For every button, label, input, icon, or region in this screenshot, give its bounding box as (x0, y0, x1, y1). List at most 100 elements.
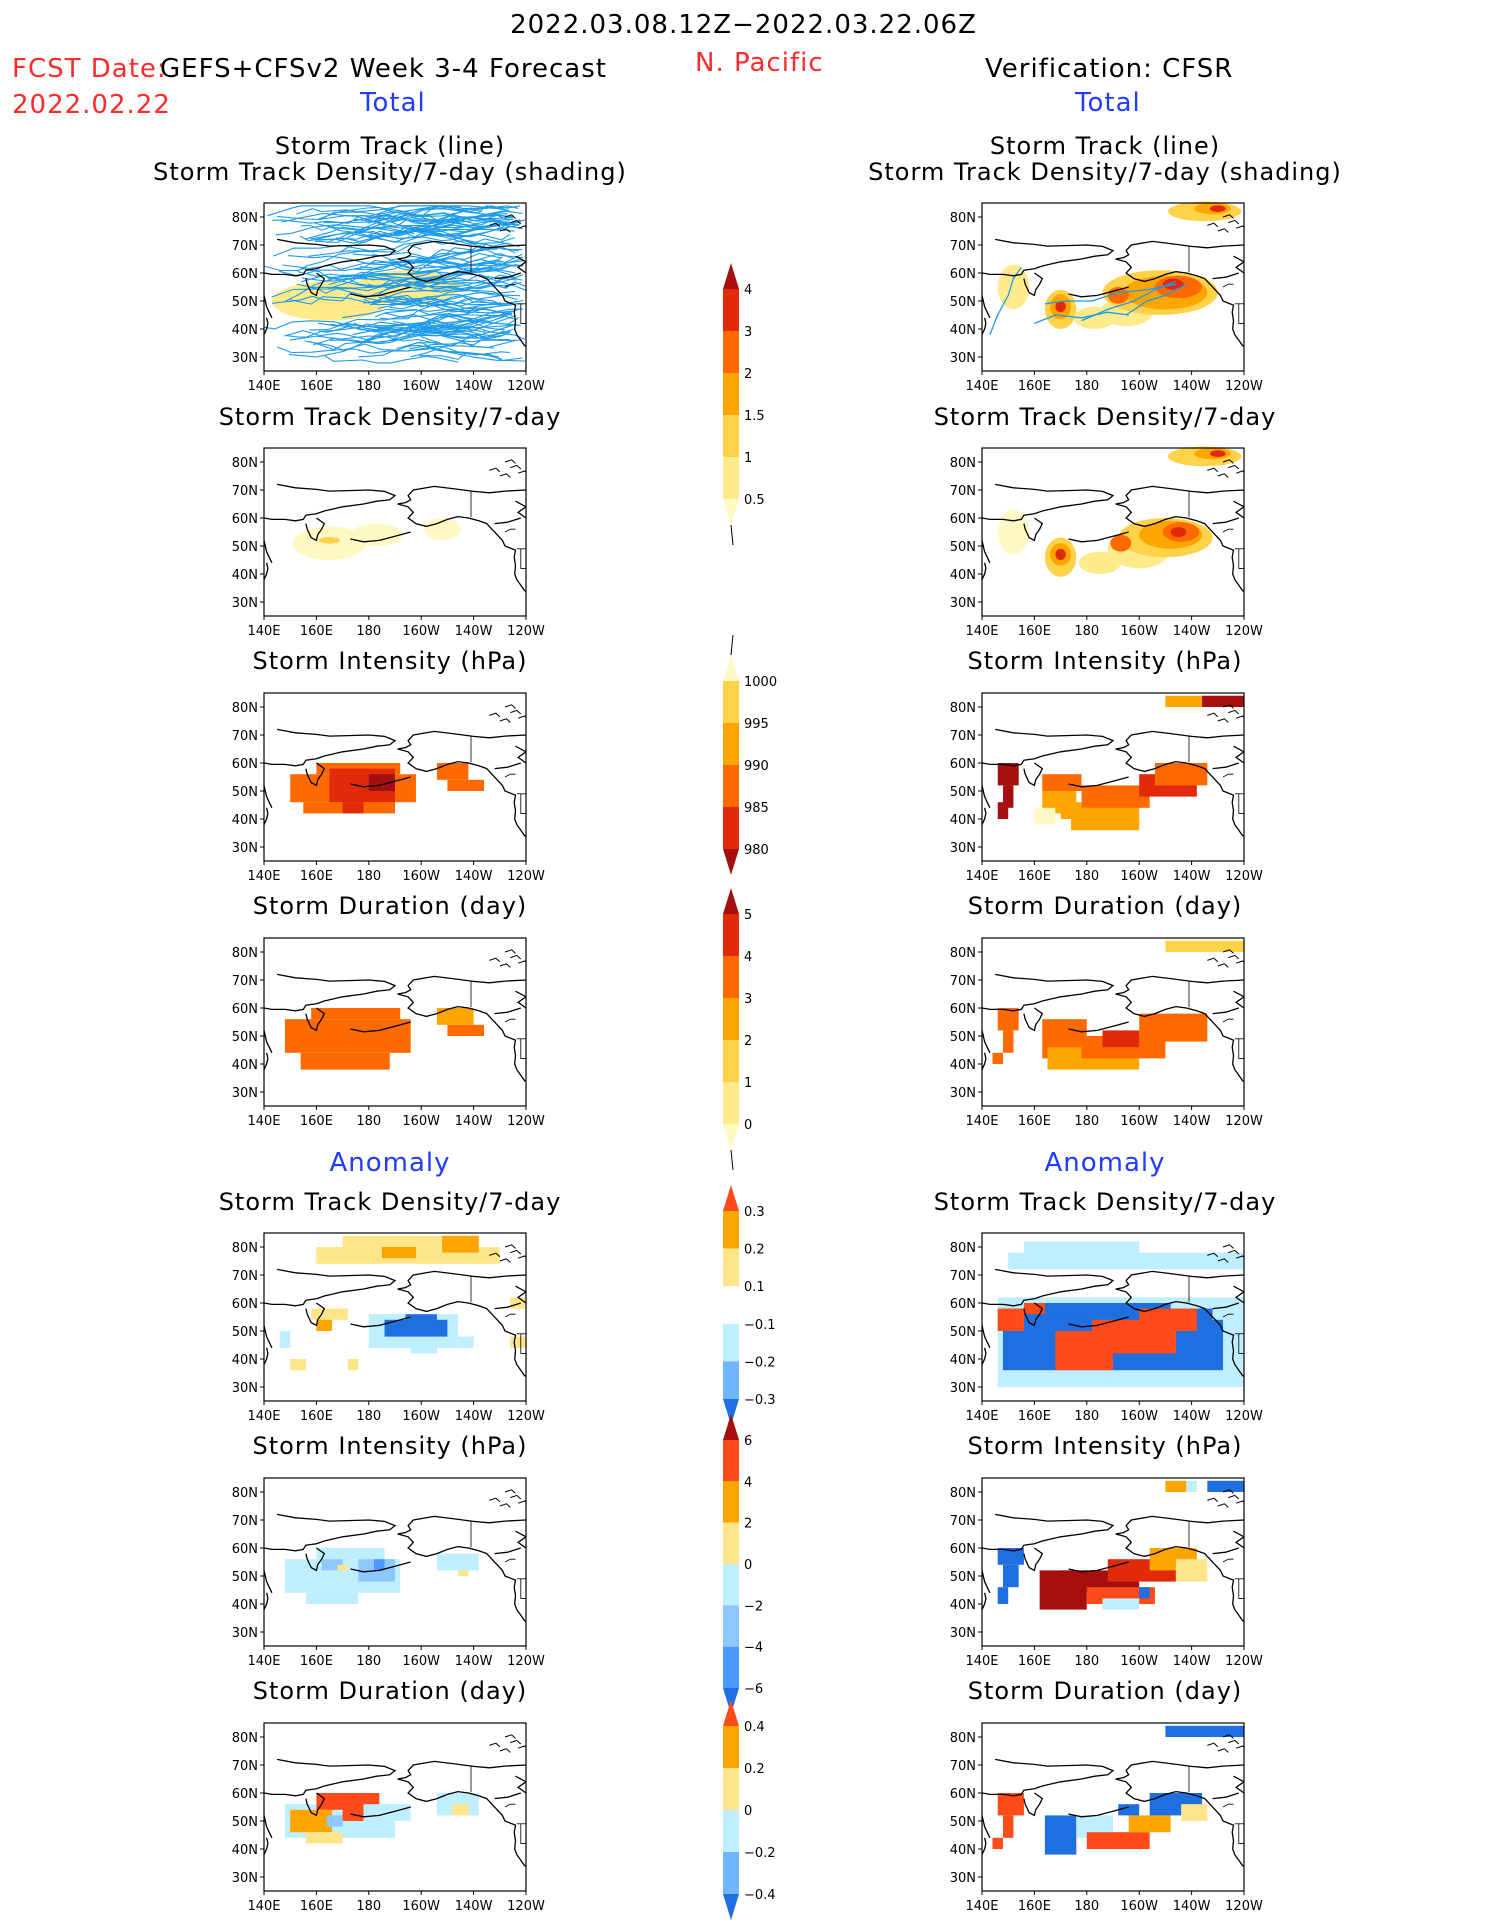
shade-cell (342, 802, 364, 814)
shade-cell (300, 1052, 390, 1070)
lat-tick-label: 30N (232, 841, 258, 856)
storm-track-line (329, 331, 504, 345)
shade-cell (1165, 940, 1244, 952)
storm-track-line (416, 264, 524, 281)
lon-tick-label: 140E (965, 869, 998, 884)
lon-tick-label: 120W (507, 869, 545, 884)
shade-cell (1086, 1832, 1150, 1849)
shade-cell (305, 1832, 343, 1844)
lat-tick-label: 50N (950, 1325, 976, 1340)
lat-tick-label: 60N (232, 1787, 258, 1802)
lat-tick-label: 70N (950, 239, 976, 254)
storm-track-line (296, 205, 517, 215)
shade-cell (311, 1008, 401, 1020)
lon-tick-label: 180 (1074, 1654, 1099, 1669)
shade-cell (1071, 819, 1140, 831)
storm-track-line (367, 252, 514, 274)
colorbar-label: 3 (744, 992, 752, 1007)
colorbar-label: 6 (744, 1434, 752, 1449)
storm-track-line (353, 205, 510, 222)
coastline (982, 459, 1244, 592)
colorbar-top-arrow (723, 1414, 739, 1440)
shade-cell (997, 1793, 1024, 1816)
lon-tick-label: 180 (356, 1899, 381, 1914)
lat-tick-label: 30N (950, 1871, 976, 1886)
lon-tick-label: 140E (965, 1114, 998, 1129)
anomaly-label-left: Anomaly (329, 1148, 451, 1178)
lon-tick-label: 140E (247, 1114, 280, 1129)
colorbar-label: 3 (744, 325, 752, 340)
colorbar-density_anom: 0.3 0.2 0.1 −0.1 −0.2 −0.3 (723, 1185, 776, 1425)
colorbar-duration_anom: 0.4 0.2 0 −0.2 −0.4 (723, 1700, 776, 1920)
map-frame (981, 692, 1245, 862)
lat-tick-label: 40N (950, 1058, 976, 1073)
coastline (982, 704, 1244, 837)
shade-cell (1002, 1030, 1014, 1053)
colorbar-dangle (730, 524, 734, 546)
lon-tick-label: 180 (356, 1409, 381, 1424)
lon-tick-label: 140E (965, 1654, 998, 1669)
storm-track-line (379, 256, 503, 267)
shade-blob (1078, 551, 1121, 574)
lat-tick-label: 30N (232, 596, 258, 611)
coastline (264, 1734, 526, 1867)
storm-track-line (398, 210, 523, 234)
lon-tick-label: 160E (1018, 1654, 1051, 1669)
colorbar-segment (723, 331, 739, 373)
colorbar-segment (723, 681, 739, 723)
lat-tick-label: 80N (232, 946, 258, 961)
lon-tick-label: 140W (1173, 624, 1211, 639)
lon-tick-label: 140E (247, 1409, 280, 1424)
lon-tick-label: 180 (1074, 1409, 1099, 1424)
storm-track-line (370, 294, 518, 306)
map-duration-verification: 80N 70N 60N 50N 40N 30N 140E 160E 180 160W 140W 120… (950, 937, 1263, 1129)
storm-track-line (275, 224, 415, 236)
lon-tick-label: 140W (455, 379, 493, 394)
lon-tick-label: 160E (1018, 869, 1051, 884)
storm-track-line (352, 314, 499, 336)
lat-tick-label: 40N (232, 323, 258, 338)
lon-tick-label: 160W (402, 624, 440, 639)
lat-tick-label: 30N (232, 351, 258, 366)
lon-tick-label: 120W (1225, 1409, 1263, 1424)
shade-cell (1207, 1480, 1244, 1492)
map-track-shading-verification: 80N 70N 60N 50N 40N 30N 140E 160E 180 160W 140W 120… (950, 201, 1263, 394)
storm-track-line (1081, 280, 1177, 322)
colorbar-dangle (730, 1149, 734, 1171)
colorbar-segment (723, 1286, 739, 1324)
lon-tick-label: 160W (1120, 379, 1158, 394)
map-intensity-verification: 80N 70N 60N 50N 40N 30N 140E 160E 180 160W 140W 120… (950, 692, 1263, 884)
storm-track-line (315, 222, 482, 235)
colorbar-density_total: 4 3 2 1.5 1 0.5 (723, 263, 765, 546)
storm-track-line (406, 344, 526, 362)
lon-tick-label: 160W (1120, 869, 1158, 884)
storm-track-line (385, 312, 511, 323)
shade-cell (368, 774, 395, 791)
title-density-anom-right: Storm Track Density/7-day (933, 1188, 1277, 1216)
colorbar-label: 0.4 (744, 1720, 765, 1735)
colorbar-segment (723, 1852, 739, 1894)
colorbar-label: −0.2 (744, 1846, 776, 1861)
lat-tick-label: 60N (232, 757, 258, 772)
storm-track-line (1125, 283, 1187, 316)
storm-track-line (376, 289, 502, 302)
coastline (982, 1244, 1244, 1377)
lon-tick-label: 160W (402, 869, 440, 884)
lon-tick-label: 180 (1074, 624, 1099, 639)
storm-track-line (399, 275, 506, 287)
shade-cell (1186, 1480, 1197, 1492)
storm-track-line (388, 243, 523, 265)
lon-tick-label: 120W (1225, 379, 1263, 394)
lat-tick-label: 70N (950, 1759, 976, 1774)
period-title: 2022.03.08.12Z−2022.03.22.06Z (510, 10, 977, 40)
lon-tick-label: 160E (1018, 1899, 1051, 1914)
lon-tick-label: 120W (1225, 1899, 1263, 1914)
lon-tick-label: 140E (247, 1654, 280, 1669)
shade-cell (997, 1008, 1019, 1031)
lat-tick-label: 50N (950, 1815, 976, 1830)
map-frame (263, 937, 527, 1107)
map-duration-anom-verification: 80N 70N 60N 50N 40N 30N 140E 160E 180 160W 140W 120… (950, 1722, 1263, 1914)
colorbar-top-arrow (723, 1700, 739, 1726)
lat-tick-label: 30N (232, 1626, 258, 1641)
colorbar-segment (723, 956, 739, 998)
